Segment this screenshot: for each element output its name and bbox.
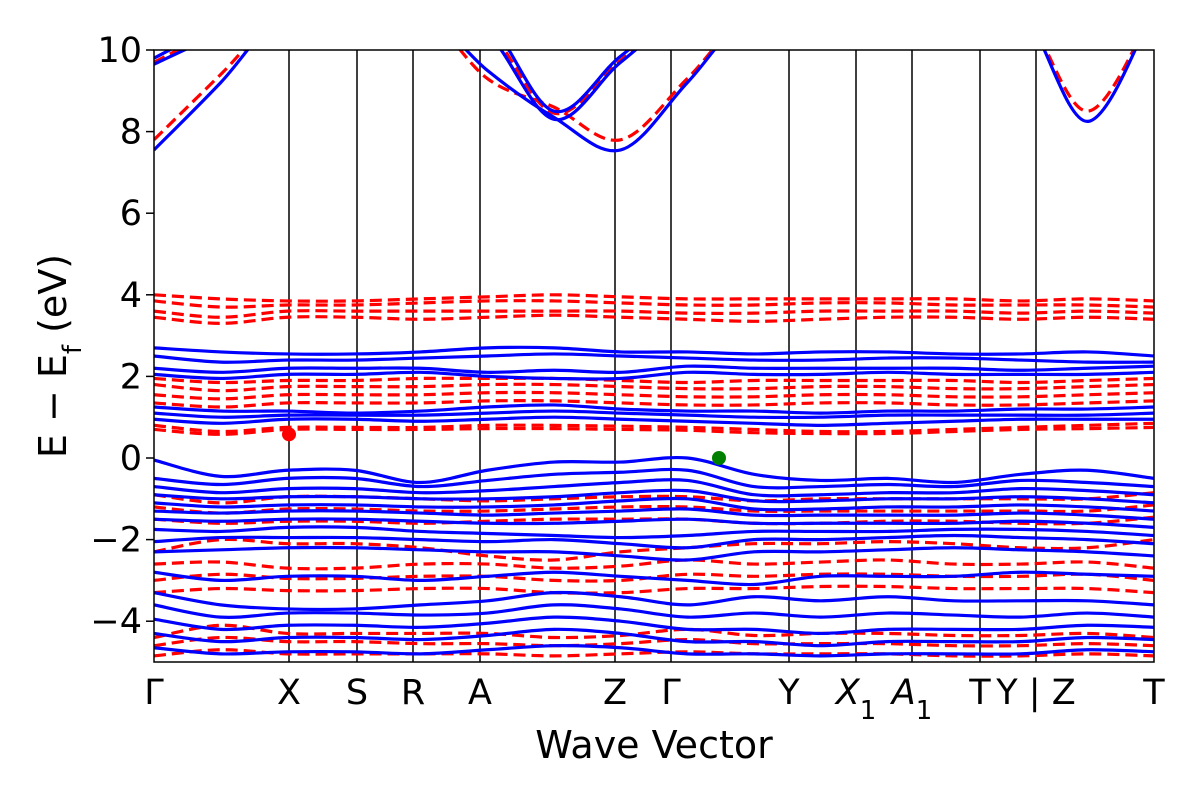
band-line-dashed <box>154 623 1154 640</box>
y-tick-label: 8 <box>120 113 142 153</box>
y-tick-label: 2 <box>120 357 142 397</box>
band-line-solid <box>154 478 1154 498</box>
band-line-solid <box>154 415 1154 427</box>
band-line-solid <box>154 507 1154 521</box>
band-line-solid <box>154 603 1154 619</box>
band-line-dashed <box>154 309 1154 319</box>
y-tick-label: 10 <box>97 31 142 71</box>
band-line-solid <box>154 590 1154 612</box>
band-line-dashed <box>154 382 1154 393</box>
x-tick-label: Y <box>777 673 800 713</box>
valence-band-maximum-marker <box>712 451 726 465</box>
band-line-dashed <box>154 376 1154 385</box>
y-axis: −4 −2 0 2 4 6 8 10 <box>90 31 154 642</box>
x-tick-label: R <box>401 673 425 713</box>
x-tick-label: X <box>277 673 301 713</box>
x-tick-label: Γ <box>144 673 164 713</box>
band-line-solid <box>154 488 1154 505</box>
bands-layer <box>154 50 1154 658</box>
band-line-solid <box>154 644 1154 658</box>
y-axis-title: E − Ef (eV) <box>31 254 88 458</box>
x-tick-label: A1 <box>890 673 933 726</box>
band-line-dashed <box>154 648 1154 658</box>
band-line-dashed <box>154 421 1154 434</box>
conduction-band-minimum-marker <box>282 427 296 442</box>
x-tick-label: Z <box>603 673 627 713</box>
band-line-solid <box>154 364 1154 375</box>
plot-frame <box>153 49 1155 663</box>
band-line-solid <box>154 496 1154 513</box>
band-line-solid <box>154 517 1154 529</box>
band-line-dashed <box>154 635 1154 648</box>
x-tick-label: T <box>1142 673 1165 713</box>
band-line-dashed <box>154 293 1154 303</box>
band-line-solid <box>154 403 1154 415</box>
kpoint-lines <box>288 50 1037 662</box>
band-line-solid <box>154 545 1154 562</box>
x-tick-label: A <box>468 673 492 713</box>
y-tick-label: 4 <box>120 276 142 316</box>
band-line-solid <box>154 409 1154 420</box>
x-tick-label: T <box>968 673 991 713</box>
band-line-solid <box>154 467 1154 490</box>
band-line-solid <box>154 615 1154 636</box>
band-line-solid <box>154 50 1137 153</box>
band-line-solid <box>154 627 1154 648</box>
band-line-solid <box>154 455 1154 485</box>
markers-layer <box>282 427 726 465</box>
x-tick-label: S <box>346 673 368 713</box>
band-line-dashed <box>154 572 1154 583</box>
band-line-solid <box>154 352 1154 364</box>
band-line-dashed <box>154 399 1154 409</box>
x-tick-label: X1 <box>834 673 877 726</box>
y-tick-label: 0 <box>120 439 142 479</box>
band-line-solid <box>154 570 1154 587</box>
x-tick-label: Γ <box>661 673 681 713</box>
band-line-dashed <box>154 299 1154 309</box>
x-axis-title: Wave Vector <box>535 723 773 767</box>
band-line-dashed <box>154 537 1154 562</box>
y-tick-label: −4 <box>90 602 142 642</box>
band-line-solid <box>154 370 1154 381</box>
band-line-solid <box>154 525 1154 540</box>
band-line-dashed <box>154 313 1154 325</box>
band-line-dashed <box>154 584 1154 595</box>
y-axis-title-subscript: f <box>58 344 88 354</box>
band-line-solid <box>154 533 1154 550</box>
y-tick-label: 6 <box>120 194 142 234</box>
x-tick-label: Y | Z <box>995 673 1075 713</box>
band-line-solid <box>154 345 1154 358</box>
band-line-dashed <box>154 558 1154 571</box>
band-line-dashed <box>154 425 1154 436</box>
y-tick-label: −2 <box>90 521 142 561</box>
band-line-dashed <box>154 390 1154 401</box>
band-line-dashed <box>154 503 1154 515</box>
